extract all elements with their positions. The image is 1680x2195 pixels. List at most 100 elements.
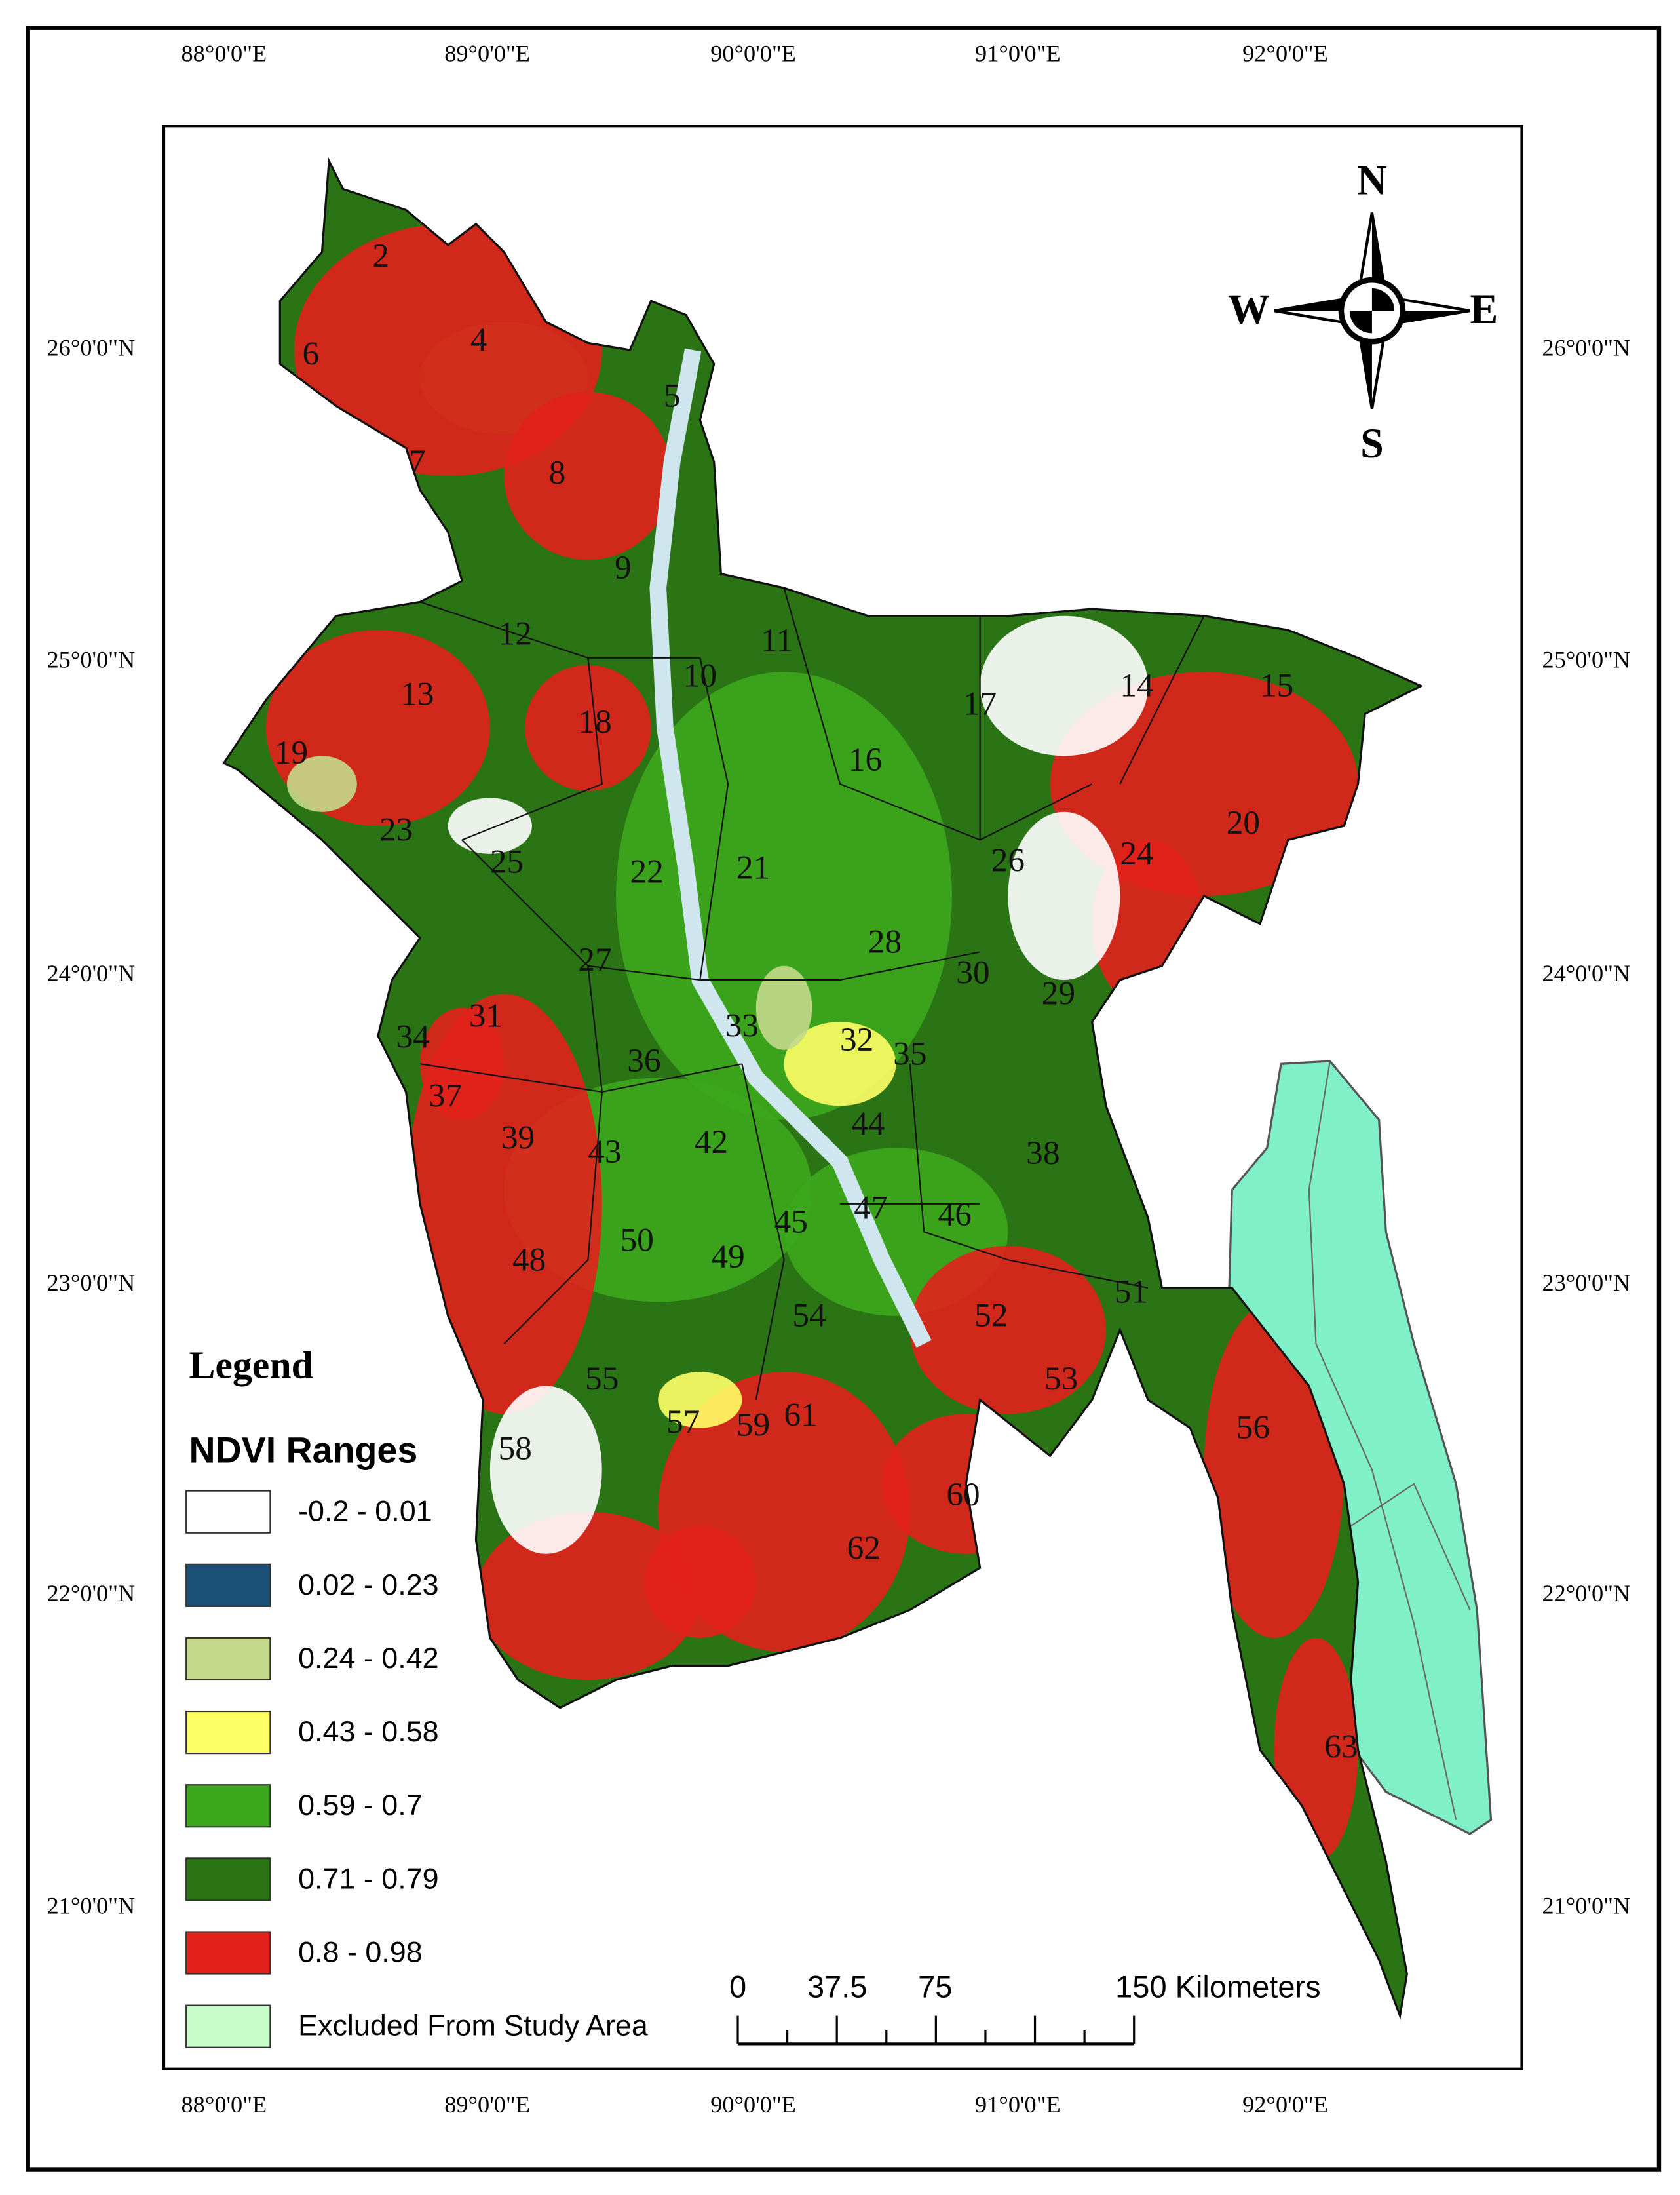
district-label: 27 [578, 941, 611, 979]
ndvi-patches [265, 223, 1358, 1862]
ndvi-patch [784, 1022, 896, 1106]
longitude-label: 92°0'0"E [1242, 41, 1328, 67]
district-label: 60 [946, 1476, 980, 1513]
ndvi-patch [658, 1372, 742, 1428]
district-label: 34 [396, 1019, 430, 1056]
longitude-label: 91°0'0"E [975, 41, 1061, 67]
compass-east: E [1470, 286, 1498, 332]
district-label: 51 [1115, 1273, 1148, 1310]
district-label: 21 [736, 849, 770, 886]
district-label: 36 [627, 1042, 660, 1079]
river [649, 348, 932, 1348]
district-label: 14 [1120, 667, 1153, 705]
district-label: 33 [725, 1007, 759, 1045]
scale-bar-label: 150 Kilometers [1115, 1969, 1320, 2004]
ndvi-patch [525, 665, 651, 791]
ndvi-patch [616, 672, 952, 1120]
district-label: 53 [1044, 1360, 1078, 1397]
district-label: 4 [470, 321, 487, 359]
ndvi-patch [476, 1511, 700, 1680]
longitude-label: 92°0'0"E [1242, 2091, 1328, 2118]
district-label: 59 [736, 1406, 770, 1443]
district-label: 9 [615, 549, 632, 587]
legend-swatch [185, 1490, 271, 1534]
scale-bar-label: 75 [918, 1969, 952, 2004]
legend-label: Excluded From Study Area [298, 2009, 648, 2042]
latitude-label: 23°0'0"N [1542, 1270, 1630, 1296]
ndvi-patch [980, 615, 1149, 756]
legend-swatch [185, 1784, 271, 1828]
legend-label: 0.71 - 0.79 [298, 1861, 439, 1895]
legend-title: Legend [189, 1344, 313, 1387]
district-label: 15 [1260, 667, 1293, 705]
district-label: 5 [664, 377, 681, 414]
longitude-label: 88°0'0"E [181, 2091, 267, 2118]
legend-label: 0.02 - 0.23 [298, 1568, 439, 1601]
district-label: 22 [630, 853, 664, 891]
district-label: 61 [784, 1396, 818, 1433]
district-label: 24 [1120, 835, 1153, 872]
scale-bar-label: 37.5 [807, 1969, 867, 2004]
district-label: 52 [974, 1297, 1008, 1334]
ndvi-patch [755, 965, 812, 1050]
ndvi-patch [420, 1007, 505, 1120]
district-label: 44 [851, 1105, 885, 1142]
district-label: 16 [849, 741, 882, 779]
legend-label: 0.43 - 0.58 [298, 1715, 439, 1748]
latitude-label: 25°0'0"N [47, 647, 136, 673]
compass-shade [1274, 212, 1470, 409]
legend-swatch [185, 1637, 271, 1681]
district-label: 10 [683, 657, 717, 695]
district-label: 11 [761, 622, 793, 659]
district-label: 56 [1236, 1409, 1270, 1447]
district-label: 50 [620, 1221, 654, 1258]
ndvi-patch [909, 1245, 1106, 1414]
latitude-label: 24°0'0"N [1542, 960, 1630, 986]
longitude-label: 91°0'0"E [975, 2091, 1061, 2118]
district-label: 47 [854, 1189, 887, 1226]
district-label: 6 [303, 335, 320, 372]
latitude-label: 21°0'0"N [47, 1892, 136, 1918]
legend-swatch [185, 1931, 271, 1975]
compass-north: N [1357, 157, 1387, 204]
district-label: 45 [774, 1203, 808, 1241]
legend-swatch [185, 1710, 271, 1755]
district-label: 54 [792, 1297, 826, 1334]
district-label: 17 [963, 685, 997, 722]
district-label: 25 [490, 844, 524, 881]
latitude-label: 22°0'0"N [1542, 1580, 1630, 1606]
longitude-label: 90°0'0"E [710, 41, 796, 67]
district-label: 46 [938, 1196, 972, 1233]
district-label: 35 [893, 1035, 926, 1072]
district-label: 28 [868, 923, 902, 960]
ndvi-patch [643, 1526, 756, 1638]
compass-west: W [1228, 286, 1270, 332]
district-label: 32 [840, 1021, 873, 1059]
district-label: 37 [429, 1077, 462, 1114]
legend-label: 0.24 - 0.42 [298, 1641, 439, 1675]
legend-swatch [185, 1563, 271, 1607]
district-label: 26 [991, 842, 1025, 880]
district-label: 29 [1042, 975, 1075, 1012]
latitude-label: 23°0'0"N [47, 1270, 136, 1296]
district-label: 57 [666, 1403, 700, 1441]
district-label: 23 [379, 811, 413, 849]
scale-bar-label: 0 [729, 1969, 746, 2004]
excluded-boundary [1308, 1060, 1471, 1820]
compass-south: S [1360, 420, 1384, 467]
district-label: 20 [1227, 804, 1260, 842]
latitude-label: 21°0'0"N [1542, 1892, 1630, 1918]
ndvi-patch [448, 798, 532, 854]
district-label: 49 [711, 1238, 744, 1275]
district-label: 55 [585, 1360, 619, 1397]
district-label: 2 [372, 237, 389, 275]
longitude-label: 89°0'0"E [444, 2091, 530, 2118]
district-label: 48 [512, 1241, 546, 1278]
district-label: 18 [578, 703, 611, 741]
district-label: 8 [549, 454, 566, 492]
latitude-label: 24°0'0"N [47, 960, 136, 986]
ndvi-patch [287, 756, 357, 812]
district-label: 62 [847, 1529, 881, 1566]
